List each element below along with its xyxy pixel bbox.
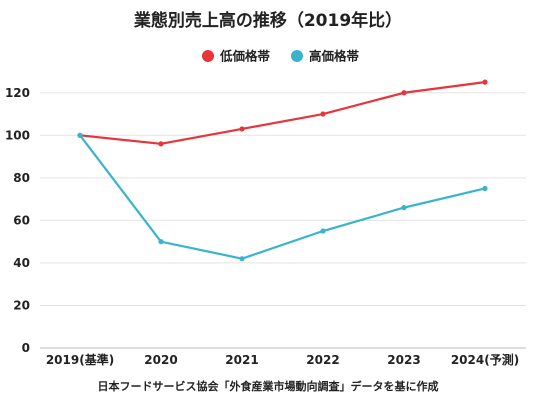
series-group bbox=[77, 79, 488, 262]
x-tick-label: 2023 bbox=[387, 353, 420, 367]
y-tick-label: 0 bbox=[22, 341, 30, 355]
legend-label: 高価格帯 bbox=[309, 49, 360, 64]
legend: 低価格帯 高価格帯 bbox=[202, 49, 360, 64]
chart-title: 業態別売上高の推移（2019年比） bbox=[134, 10, 402, 31]
data-point bbox=[239, 256, 245, 262]
data-point bbox=[482, 185, 488, 192]
y-tick-label: 20 bbox=[13, 298, 30, 312]
y-tick-label: 100 bbox=[5, 128, 30, 142]
data-point bbox=[320, 111, 326, 117]
x-tick-label: 2024(予測) bbox=[451, 352, 519, 367]
y-tick-label: 80 bbox=[13, 171, 30, 185]
series-line-1 bbox=[79, 81, 486, 145]
legend-label: 低価格帯 bbox=[219, 49, 271, 64]
data-point bbox=[401, 205, 407, 211]
data-point bbox=[401, 90, 407, 96]
source-note: 日本フードサービス協会「外食産業市場動向調査」データを基に作成 bbox=[98, 379, 439, 393]
x-tick-label: 2020 bbox=[144, 353, 177, 367]
data-point bbox=[158, 141, 164, 147]
gridlines bbox=[40, 92, 526, 349]
data-point bbox=[320, 228, 326, 234]
data-point bbox=[482, 79, 488, 85]
data-point bbox=[77, 132, 83, 138]
legend-marker bbox=[202, 50, 214, 62]
data-point bbox=[158, 239, 164, 245]
x-axis: 2019(基準) 2020 2021 2022 2023 2024(予測) bbox=[46, 352, 519, 367]
y-tick-label: 40 bbox=[13, 256, 30, 270]
y-tick-label: 120 bbox=[5, 86, 30, 100]
x-tick-label: 2021 bbox=[225, 353, 258, 367]
x-tick-label: 2022 bbox=[306, 353, 339, 367]
series-line-2 bbox=[79, 134, 486, 260]
data-point bbox=[239, 126, 245, 132]
y-tick-label: 60 bbox=[13, 213, 30, 227]
y-axis: 0 20 40 60 80 100 120 bbox=[5, 86, 30, 355]
legend-marker bbox=[291, 50, 303, 62]
x-tick-label: 2019(基準) bbox=[46, 352, 114, 367]
